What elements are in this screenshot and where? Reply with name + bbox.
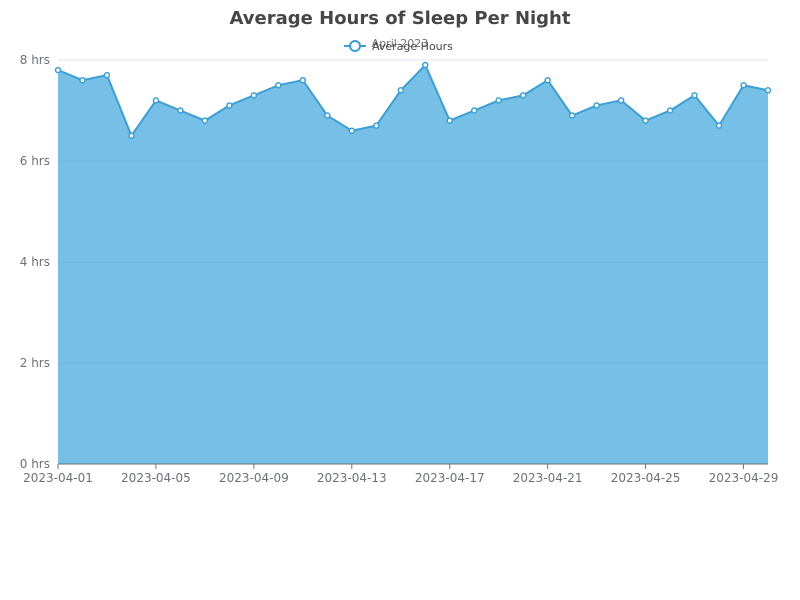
legend[interactable]: Average Hours — [344, 40, 453, 53]
data-point[interactable] — [470, 107, 478, 114]
data-point[interactable] — [519, 92, 527, 99]
data-point[interactable] — [54, 66, 62, 74]
data-point[interactable] — [666, 107, 674, 114]
data-point[interactable] — [421, 61, 429, 69]
area-layer — [54, 61, 772, 465]
y-tick-label: 2 hrs — [20, 356, 50, 370]
data-point[interactable] — [226, 102, 233, 109]
data-point[interactable] — [250, 92, 258, 99]
x-tick-label: 2023-04-25 — [611, 471, 681, 485]
data-point[interactable] — [128, 132, 135, 139]
data-point[interactable] — [373, 122, 380, 129]
data-point[interactable] — [299, 76, 307, 84]
data-point[interactable] — [740, 82, 747, 89]
data-point[interactable] — [103, 71, 111, 79]
data-point[interactable] — [275, 82, 282, 89]
data-point[interactable] — [397, 87, 405, 94]
x-tick-label: 2023-04-09 — [219, 471, 289, 485]
series-line — [57, 64, 769, 137]
x-tick-label: 2023-04-17 — [415, 471, 485, 485]
data-point[interactable] — [593, 102, 600, 109]
data-point[interactable] — [764, 87, 772, 94]
data-point[interactable] — [715, 122, 723, 129]
data-point[interactable] — [348, 127, 356, 134]
data-point[interactable] — [568, 112, 576, 119]
chart-title: Average Hours of Sleep Per Night — [230, 8, 571, 29]
data-point[interactable] — [495, 97, 502, 104]
y-tick-label: 0 hrs — [20, 457, 50, 471]
data-point[interactable] — [642, 117, 649, 124]
data-point[interactable] — [152, 97, 160, 104]
y-tick-label: 8 hrs — [20, 53, 50, 67]
chart-subtitle: April 2023 — [372, 37, 429, 50]
legend-label: Average Hours — [372, 40, 453, 53]
axis-layer: 0 hrs 2 hrs 4 hrs 6 hrs 8 hrs 2023-04-01 2023-… — [20, 53, 779, 485]
data-point[interactable] — [691, 92, 698, 99]
data-point[interactable] — [446, 117, 453, 124]
x-tick-label: 2023-04-21 — [513, 471, 583, 485]
y-tick-label: 4 hrs — [20, 255, 50, 269]
x-tick-label: 2023-04-01 — [23, 471, 93, 485]
data-point[interactable] — [324, 112, 331, 119]
area-fill — [58, 65, 768, 465]
legend-marker-icon — [349, 40, 361, 52]
x-tick-label: 2023-04-29 — [709, 471, 779, 485]
data-point[interactable] — [79, 76, 86, 84]
data-point[interactable] — [201, 117, 209, 124]
data-point[interactable] — [177, 107, 184, 114]
data-point[interactable] — [617, 97, 625, 104]
x-tick-label: 2023-04-13 — [317, 471, 387, 485]
y-tick-label: 6 hrs — [20, 154, 50, 168]
data-point[interactable] — [544, 76, 551, 84]
x-tick-label: 2023-04-05 — [121, 471, 191, 485]
